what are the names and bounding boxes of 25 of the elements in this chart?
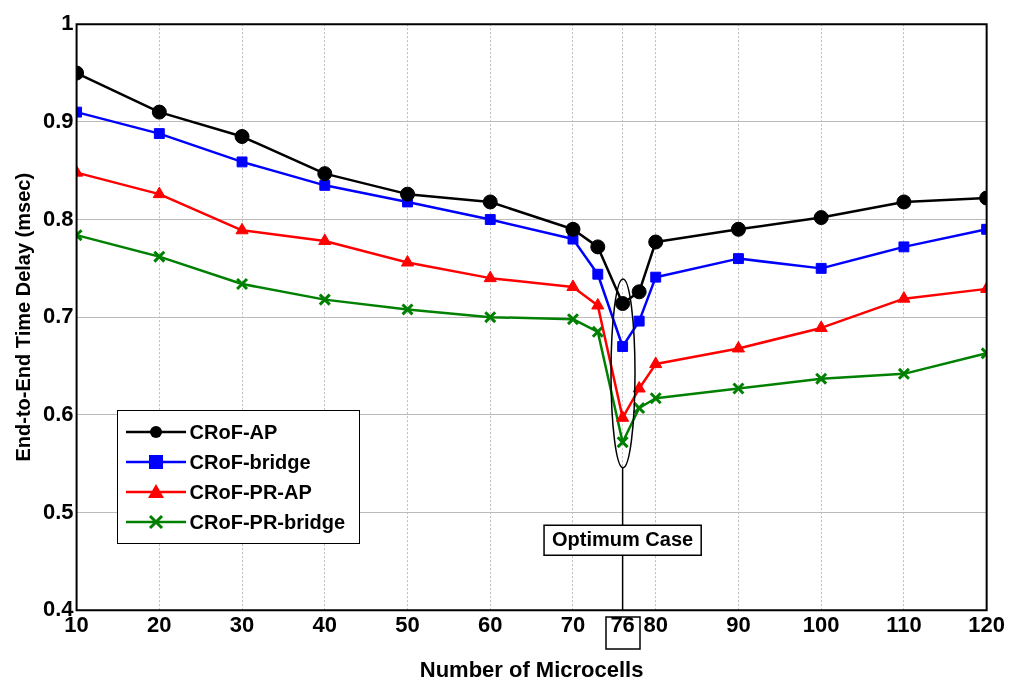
x-tick-label: 80 [643, 612, 668, 638]
y-tick-label: 0.5 [42, 498, 74, 524]
x-axis-title: Number of Microcells [419, 656, 644, 682]
y-tick-label: 0.7 [42, 303, 74, 329]
x-tick-label: 76 [610, 612, 635, 638]
x-tick-label: 40 [312, 612, 338, 638]
x-tick-label: 100 [802, 612, 840, 638]
y-axis-title: End-to-End Time Delay (msec) [11, 172, 34, 462]
y-tick-label: 0.6 [42, 400, 74, 426]
legend-label: CRoF-PR-AP [189, 480, 312, 504]
x-tick-label: 30 [229, 612, 255, 638]
legend-label: CRoF-PR-bridge [189, 510, 346, 534]
x-tick-label: 70 [560, 612, 586, 638]
x-tick-label: 120 [968, 612, 1006, 638]
y-tick-label: 1 [61, 10, 74, 36]
x-tick-label: 60 [478, 612, 503, 638]
y-tick-label: 0.8 [42, 205, 74, 231]
x-tick-label: 110 [886, 612, 922, 638]
x-tick-label: 90 [726, 612, 751, 638]
legend-label: CRoF-AP [189, 420, 278, 444]
legend-label: CRoF-bridge [189, 450, 311, 474]
x-tick-label: 20 [147, 612, 172, 638]
annotation: Optimum Case [552, 527, 694, 550]
x-tick-label: 50 [395, 612, 420, 638]
y-tick-label: 0.9 [42, 107, 74, 133]
